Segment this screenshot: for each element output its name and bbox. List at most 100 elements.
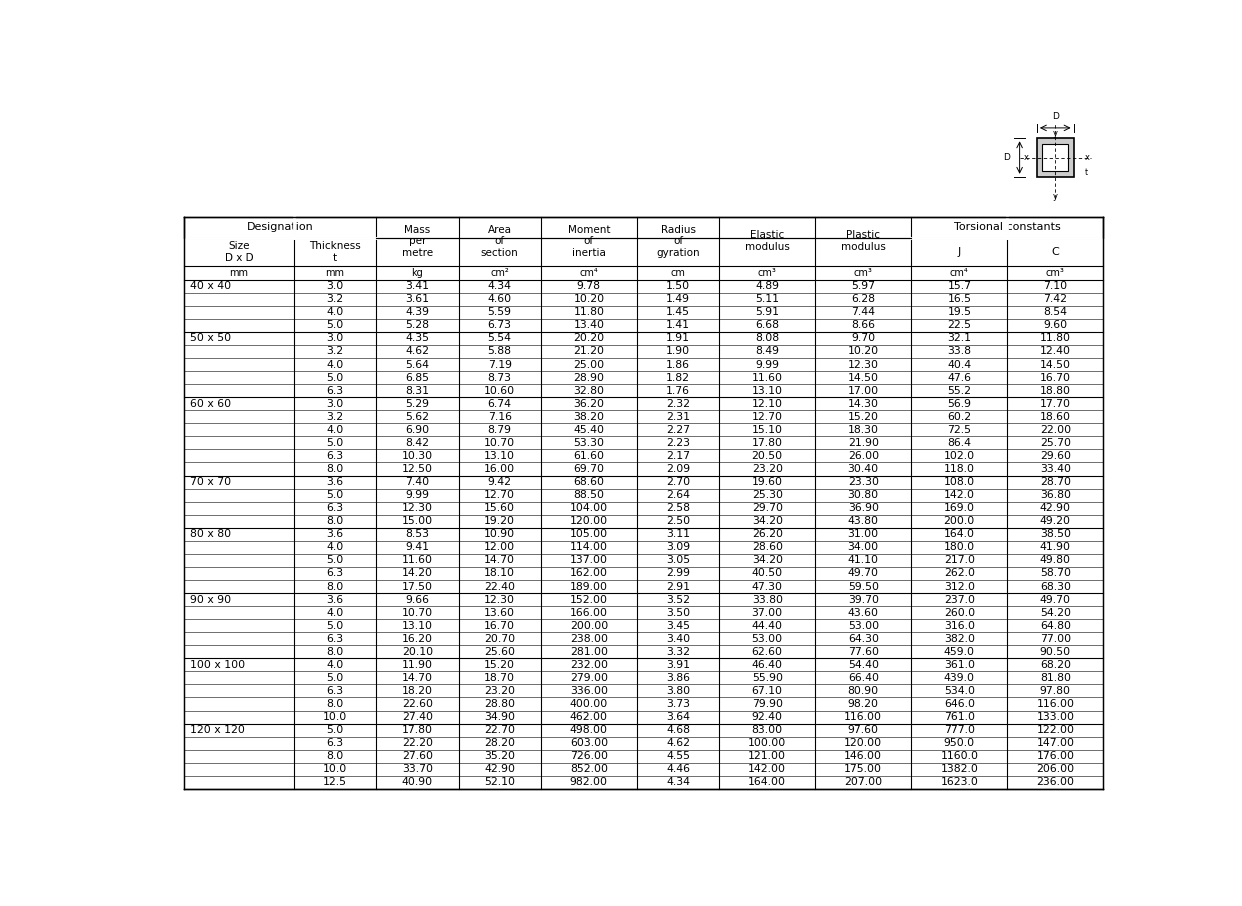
Text: 32.1: 32.1 <box>948 333 971 343</box>
Text: 3.05: 3.05 <box>666 555 691 565</box>
Text: 3.0: 3.0 <box>327 333 344 343</box>
Text: 236.00: 236.00 <box>1036 777 1074 787</box>
Text: 4.89: 4.89 <box>755 281 779 291</box>
Text: 11.80: 11.80 <box>1040 333 1071 343</box>
Text: 18.20: 18.20 <box>402 686 433 696</box>
Text: 68.30: 68.30 <box>1040 582 1071 592</box>
Text: 116.00: 116.00 <box>1036 699 1074 709</box>
Text: 15.10: 15.10 <box>751 425 782 435</box>
Text: 28.60: 28.60 <box>751 543 782 553</box>
Text: 22.5: 22.5 <box>948 321 971 331</box>
Text: 9.99: 9.99 <box>405 490 430 500</box>
Text: Elastic
modulus: Elastic modulus <box>745 230 790 252</box>
Text: 1.45: 1.45 <box>666 307 691 317</box>
Text: 56.9: 56.9 <box>948 399 971 409</box>
Text: 55.90: 55.90 <box>751 673 782 683</box>
Text: 122.00: 122.00 <box>1036 725 1074 735</box>
Text: 8.0: 8.0 <box>327 751 344 761</box>
Text: 70 x 70: 70 x 70 <box>190 477 231 487</box>
Text: 25.60: 25.60 <box>484 647 515 657</box>
Bar <box>1042 144 1068 171</box>
Text: 8.66: 8.66 <box>851 321 876 331</box>
Text: 20.20: 20.20 <box>574 333 605 343</box>
Text: 3.11: 3.11 <box>666 529 691 539</box>
Text: 60 x 60: 60 x 60 <box>190 399 231 409</box>
Text: Size
D x D: Size D x D <box>225 241 253 263</box>
Text: 120.00: 120.00 <box>570 516 607 526</box>
Text: 108.0: 108.0 <box>944 477 975 487</box>
Text: 35.20: 35.20 <box>484 751 515 761</box>
Text: 9.78: 9.78 <box>576 281 601 291</box>
Text: cm³: cm³ <box>853 267 873 277</box>
Text: 4.34: 4.34 <box>488 281 512 291</box>
Text: 86.4: 86.4 <box>948 438 971 448</box>
Text: 120 x 120: 120 x 120 <box>190 725 245 735</box>
Text: 22.00: 22.00 <box>1040 425 1071 435</box>
Text: mm: mm <box>230 267 248 277</box>
Text: 2.50: 2.50 <box>666 516 691 526</box>
Text: 40.50: 40.50 <box>751 568 782 578</box>
Text: 3.6: 3.6 <box>327 477 344 487</box>
Text: 4.46: 4.46 <box>666 765 691 775</box>
Text: 31.00: 31.00 <box>848 529 879 539</box>
Text: mm: mm <box>325 267 344 277</box>
Text: 104.00: 104.00 <box>570 503 607 513</box>
Text: 16.70: 16.70 <box>484 621 515 631</box>
Text: 4.35: 4.35 <box>405 333 430 343</box>
Text: 28.70: 28.70 <box>1040 477 1071 487</box>
Text: 3.64: 3.64 <box>666 712 691 722</box>
Text: 312.0: 312.0 <box>944 582 975 592</box>
Text: 7.40: 7.40 <box>405 477 430 487</box>
Text: 5.0: 5.0 <box>327 621 344 631</box>
Text: 12.30: 12.30 <box>484 594 515 604</box>
Text: 46.40: 46.40 <box>751 660 782 670</box>
Text: 133.00: 133.00 <box>1036 712 1074 722</box>
Text: 382.0: 382.0 <box>944 633 975 644</box>
Text: 2.27: 2.27 <box>666 425 691 435</box>
Text: 3.80: 3.80 <box>666 686 691 696</box>
Text: 14.20: 14.20 <box>402 568 433 578</box>
Text: 8.53: 8.53 <box>405 529 430 539</box>
Text: Thickness
t: Thickness t <box>309 241 361 263</box>
Text: 14.50: 14.50 <box>1040 360 1071 370</box>
Text: 114.00: 114.00 <box>570 543 607 553</box>
Text: 97.60: 97.60 <box>848 725 879 735</box>
Text: 4.62: 4.62 <box>405 346 430 356</box>
Text: 59.50: 59.50 <box>848 582 879 592</box>
Text: 14.50: 14.50 <box>848 372 879 382</box>
Text: 17.80: 17.80 <box>402 725 433 735</box>
Text: 1.41: 1.41 <box>666 321 691 331</box>
Text: 10.70: 10.70 <box>484 438 515 448</box>
Text: t: t <box>1086 168 1088 177</box>
Text: 33.80: 33.80 <box>751 594 782 604</box>
Text: 34.90: 34.90 <box>484 712 515 722</box>
Text: 142.0: 142.0 <box>944 490 975 500</box>
Text: 761.0: 761.0 <box>944 712 975 722</box>
Text: 1160.0: 1160.0 <box>940 751 979 761</box>
Text: Mass
per
metre: Mass per metre <box>402 225 433 258</box>
Text: 5.0: 5.0 <box>327 490 344 500</box>
Text: Area
of
section: Area of section <box>481 225 519 258</box>
Text: 3.0: 3.0 <box>327 281 344 291</box>
Text: 17.00: 17.00 <box>848 386 879 396</box>
Text: 60.2: 60.2 <box>948 411 971 422</box>
Text: 55.2: 55.2 <box>948 386 971 396</box>
Text: 83.00: 83.00 <box>751 725 782 735</box>
Text: 23.30: 23.30 <box>848 477 879 487</box>
Text: 14.70: 14.70 <box>484 555 515 565</box>
Text: 81.80: 81.80 <box>1040 673 1071 683</box>
Text: 97.80: 97.80 <box>1040 686 1071 696</box>
Text: 6.90: 6.90 <box>405 425 430 435</box>
Text: 217.0: 217.0 <box>944 555 975 565</box>
Text: 5.0: 5.0 <box>327 725 344 735</box>
Text: 10.0: 10.0 <box>323 765 348 775</box>
Text: 7.42: 7.42 <box>1043 294 1067 304</box>
Text: 120.00: 120.00 <box>845 738 882 748</box>
Text: 21.90: 21.90 <box>848 438 879 448</box>
Text: 777.0: 777.0 <box>944 725 975 735</box>
Text: 23.20: 23.20 <box>484 686 515 696</box>
Text: 164.0: 164.0 <box>944 529 975 539</box>
Text: 47.30: 47.30 <box>751 582 782 592</box>
Text: 47.6: 47.6 <box>948 372 971 382</box>
Text: 175.00: 175.00 <box>845 765 882 775</box>
